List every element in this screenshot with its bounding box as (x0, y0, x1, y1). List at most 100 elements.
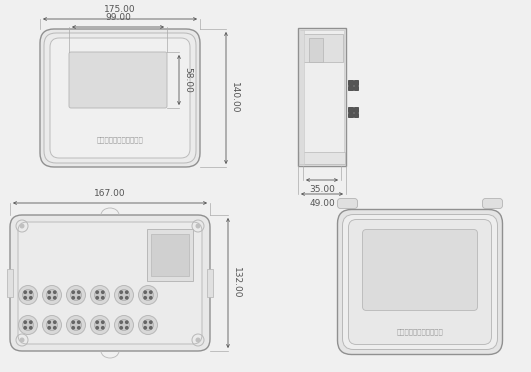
Circle shape (24, 291, 27, 294)
Circle shape (150, 296, 152, 299)
Bar (7, 269, 13, 297)
FancyBboxPatch shape (10, 215, 210, 351)
Circle shape (144, 321, 147, 323)
Text: 99.00: 99.00 (105, 13, 131, 22)
FancyBboxPatch shape (69, 52, 167, 108)
Circle shape (72, 296, 74, 299)
Circle shape (120, 321, 123, 323)
Circle shape (42, 285, 62, 305)
Circle shape (78, 291, 80, 294)
FancyBboxPatch shape (18, 222, 202, 344)
Text: 49.00: 49.00 (309, 199, 335, 208)
Circle shape (96, 291, 98, 294)
Circle shape (101, 321, 104, 323)
Circle shape (142, 289, 153, 301)
Circle shape (48, 291, 50, 294)
Bar (298, 28, 346, 166)
Circle shape (101, 291, 104, 294)
Circle shape (22, 320, 33, 330)
Text: 140.00: 140.00 (230, 82, 239, 114)
Circle shape (120, 327, 123, 329)
Bar (299, 152, 345, 164)
Text: 多参数在线水质监测系统: 多参数在线水质监测系统 (397, 329, 443, 335)
Bar (354, 112, 358, 117)
Circle shape (30, 296, 32, 299)
Circle shape (101, 327, 104, 329)
Circle shape (72, 321, 74, 323)
Circle shape (126, 291, 128, 294)
Circle shape (150, 327, 152, 329)
Circle shape (78, 321, 80, 323)
Circle shape (24, 327, 27, 329)
Text: 35.00: 35.00 (309, 185, 335, 194)
Circle shape (144, 327, 147, 329)
Bar (348, 86, 353, 90)
Circle shape (118, 320, 130, 330)
Circle shape (144, 291, 147, 294)
Bar (309, 38, 323, 62)
Circle shape (54, 327, 56, 329)
Text: 58.00: 58.00 (183, 67, 192, 93)
Circle shape (30, 327, 32, 329)
Circle shape (48, 321, 50, 323)
Bar (301, 30, 344, 164)
FancyBboxPatch shape (342, 215, 498, 350)
Bar (147, 229, 193, 281)
Circle shape (30, 291, 32, 294)
Circle shape (195, 337, 201, 343)
Text: 167.00: 167.00 (94, 189, 126, 198)
FancyBboxPatch shape (50, 38, 190, 158)
Circle shape (54, 321, 56, 323)
FancyBboxPatch shape (338, 209, 502, 355)
Circle shape (66, 285, 85, 305)
FancyBboxPatch shape (40, 29, 200, 167)
Bar (298, 30, 304, 164)
Circle shape (142, 320, 153, 330)
Circle shape (54, 291, 56, 294)
Circle shape (139, 315, 158, 334)
Bar (348, 80, 353, 84)
Circle shape (54, 296, 56, 299)
FancyBboxPatch shape (44, 33, 196, 163)
Circle shape (47, 289, 57, 301)
Circle shape (71, 320, 81, 330)
Bar (301, 34, 343, 62)
Circle shape (150, 321, 152, 323)
Circle shape (115, 285, 133, 305)
Circle shape (126, 327, 128, 329)
Circle shape (95, 320, 106, 330)
Circle shape (19, 285, 38, 305)
Circle shape (115, 315, 133, 334)
Circle shape (24, 321, 27, 323)
Circle shape (66, 315, 85, 334)
Circle shape (90, 315, 109, 334)
Text: 多参数在线水质监测系统: 多参数在线水质监测系统 (97, 137, 143, 143)
Circle shape (78, 296, 80, 299)
Circle shape (47, 320, 57, 330)
Circle shape (195, 224, 201, 228)
Circle shape (42, 315, 62, 334)
Circle shape (30, 321, 32, 323)
Circle shape (24, 296, 27, 299)
Text: 132.00: 132.00 (232, 267, 241, 299)
Circle shape (22, 289, 33, 301)
Circle shape (96, 296, 98, 299)
Bar (348, 107, 353, 112)
Bar (348, 112, 353, 117)
Circle shape (95, 289, 106, 301)
Circle shape (90, 285, 109, 305)
Text: 175.00: 175.00 (104, 5, 136, 14)
Circle shape (48, 296, 50, 299)
Circle shape (126, 321, 128, 323)
FancyBboxPatch shape (363, 230, 477, 311)
Circle shape (78, 327, 80, 329)
Bar (151, 234, 189, 276)
Circle shape (139, 285, 158, 305)
Circle shape (20, 337, 24, 343)
FancyBboxPatch shape (338, 199, 357, 208)
FancyBboxPatch shape (348, 219, 492, 344)
Circle shape (48, 327, 50, 329)
Circle shape (20, 224, 24, 228)
Circle shape (126, 296, 128, 299)
Circle shape (19, 315, 38, 334)
